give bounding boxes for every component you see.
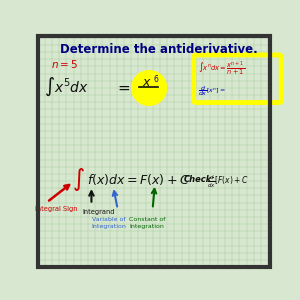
Text: $=$: $=$ [116, 79, 132, 94]
Text: $x$: $x$ [142, 76, 152, 89]
Text: $\int x^5 dx$: $\int x^5 dx$ [44, 76, 89, 98]
Text: $6$: $6$ [153, 73, 160, 84]
Text: $\dfrac{d}{dx}\left[x^n\right] =$: $\dfrac{d}{dx}\left[x^n\right] =$ [198, 85, 226, 98]
Text: Integral Sign: Integral Sign [35, 206, 78, 212]
Text: $n = 5$: $n = 5$ [52, 58, 79, 70]
Text: $\int$: $\int$ [72, 166, 85, 193]
Circle shape [132, 70, 166, 105]
Text: $= F(x) + C$: $= F(x) + C$ [124, 172, 189, 187]
Text: Constant of
Integration: Constant of Integration [129, 217, 165, 229]
Text: $f(x)dx$: $f(x)dx$ [88, 172, 127, 187]
Text: Integrand: Integrand [82, 208, 115, 214]
Text: $\int x^n dx = \dfrac{x^{n+1}}{n+1}$: $\int x^n dx = \dfrac{x^{n+1}}{n+1}$ [198, 59, 245, 77]
Text: Variable of
Integration: Variable of Integration [91, 217, 126, 229]
Text: Determine the antiderivative.: Determine the antiderivative. [59, 44, 257, 56]
Text: $\frac{d}{dx}[F(x) + C$: $\frac{d}{dx}[F(x) + C$ [207, 173, 249, 190]
Text: Check:: Check: [184, 175, 216, 184]
